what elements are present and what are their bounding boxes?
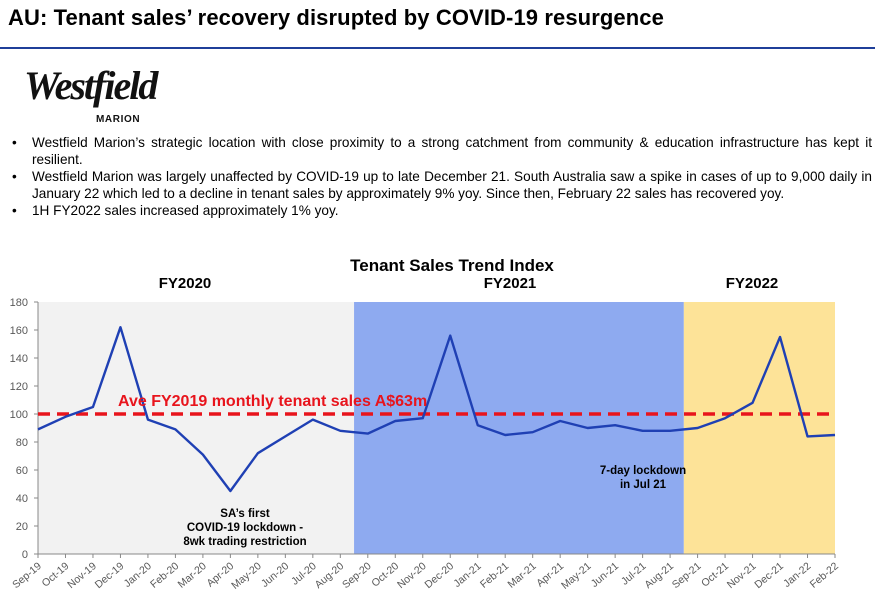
x-tick-label: Jun-21	[589, 560, 621, 590]
period-label-fy2022: FY2022	[726, 275, 779, 292]
x-tick-label: Nov-19	[65, 560, 99, 591]
chart-title: Tenant Sales Trend Index	[350, 256, 554, 275]
period-label-fy2021: FY2021	[484, 275, 537, 292]
x-tick-label: May-21	[559, 560, 594, 592]
y-tick-label: 120	[10, 381, 28, 393]
series-line	[37, 325, 836, 493]
x-tick-label: Sep-20	[340, 560, 374, 591]
annotation-line: COVID-19 lockdown -	[187, 522, 303, 534]
x-tick-label: Aug-20	[313, 560, 347, 591]
x-tick-label: Jun-20	[259, 560, 291, 590]
y-tick-label: 60	[16, 465, 28, 477]
x-tick-label: Dec-20	[423, 560, 457, 591]
x-tick-label: Feb-22	[808, 560, 841, 591]
page-title: AU: Tenant sales’ recovery disrupted by …	[8, 5, 664, 30]
y-tick-label: 20	[16, 521, 28, 533]
x-tick-label: Jan-20	[122, 560, 154, 590]
x-tick-label: Nov-20	[395, 560, 429, 591]
x-tick-label: Aug-21	[642, 560, 676, 591]
annotation-line: SA’s first	[220, 508, 270, 520]
bullet-item: Westfield Marion’s strategic location wi…	[10, 134, 872, 168]
x-tick-label: Dec-21	[752, 560, 786, 591]
x-tick-label: Mar-21	[505, 560, 538, 591]
bullet-text: Westfield Marion’s strategic location wi…	[32, 135, 872, 167]
y-tick-label: 100	[10, 409, 28, 421]
y-tick-label: 160	[10, 325, 28, 337]
annotation-line: 8wk trading restriction	[183, 536, 306, 548]
period-band-fy2020	[38, 302, 355, 554]
westfield-logo: Westfield MARION	[24, 62, 184, 130]
annotation-line: 7-day lockdown	[600, 465, 686, 477]
x-tick-label: Feb-20	[148, 560, 181, 591]
x-tick-label: Mar-20	[176, 560, 209, 591]
logo-subtitle: MARION	[96, 114, 141, 125]
y-tick-label: 0	[22, 549, 28, 561]
x-tick-label: Nov-21	[725, 560, 759, 591]
x-tick-label: Feb-21	[478, 560, 511, 591]
y-tick-label: 180	[10, 297, 28, 309]
y-tick-label: 40	[16, 493, 28, 505]
bullet-text: Westfield Marion was largely unaffected …	[32, 169, 872, 201]
x-tick-label: Jan-21	[451, 560, 483, 590]
x-tick-label: Sep-21	[670, 560, 704, 591]
y-tick-label: 80	[16, 437, 28, 449]
period-label-fy2020: FY2020	[159, 275, 212, 292]
bullet-item: Westfield Marion was largely unaffected …	[10, 168, 872, 202]
x-tick-label: May-20	[229, 560, 264, 592]
bullet-item: 1H FY2022 sales increased approximately …	[10, 202, 872, 219]
x-tick-label: Jan-22	[781, 560, 813, 590]
x-tick-label: Dec-19	[93, 560, 127, 591]
x-tick-label: Sep-19	[10, 560, 44, 591]
logo-wordmark: Westfield	[24, 63, 158, 108]
title-divider	[0, 47, 875, 49]
bullet-text: 1H FY2022 sales increased approximately …	[32, 203, 339, 218]
annotation-line: in Jul 21	[620, 479, 667, 491]
y-tick-label: 140	[10, 353, 28, 365]
period-band-fy2022	[683, 302, 835, 554]
bullet-list: Westfield Marion’s strategic location wi…	[10, 134, 872, 219]
reference-line-label: Ave FY2019 monthly tenant sales A$63m	[118, 393, 427, 410]
